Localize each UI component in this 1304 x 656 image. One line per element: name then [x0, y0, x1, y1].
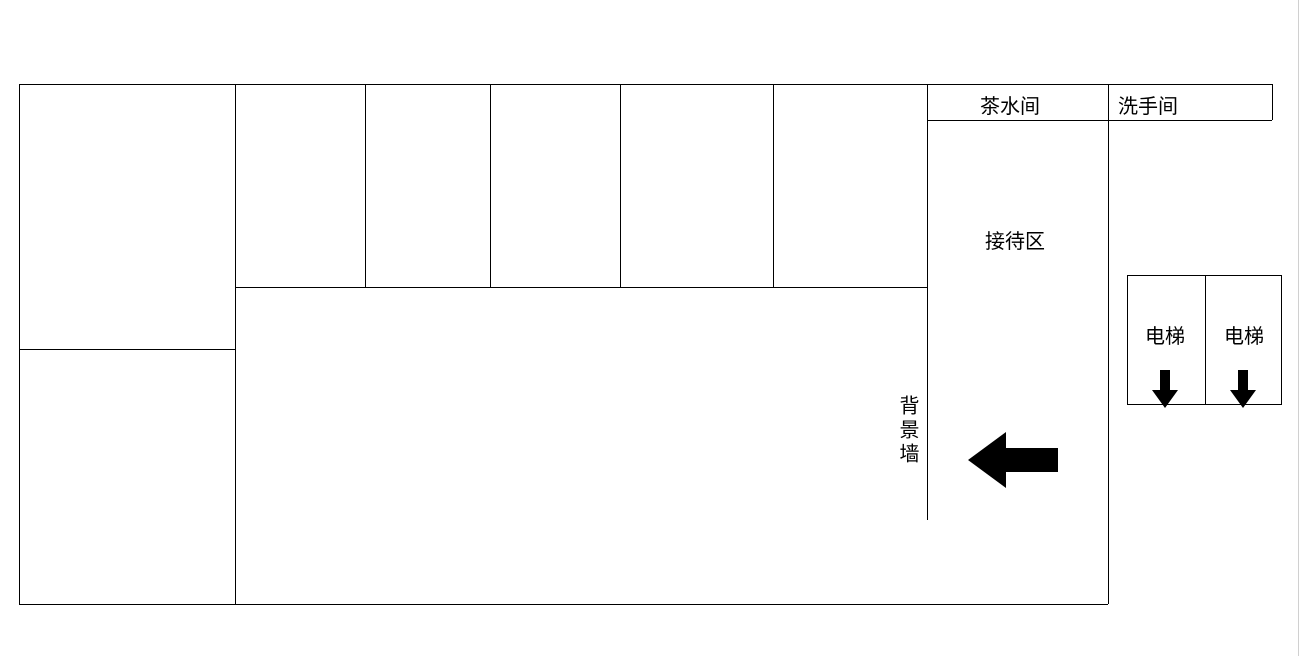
- elevator-1-down-arrow-icon: [1152, 370, 1178, 408]
- page-right-edge: [1298, 0, 1299, 656]
- entry-left-arrow-icon: [968, 432, 1058, 488]
- left-block-mid-line: [19, 349, 235, 350]
- top-room-div-3: [490, 84, 491, 287]
- top-right-box-right: [1272, 84, 1273, 120]
- outer-top-line: [19, 84, 927, 85]
- top-room-div-5: [773, 84, 774, 287]
- elevator-1-label: 电梯: [1145, 320, 1185, 349]
- top-right-box-top: [927, 84, 1272, 85]
- tea-room-label: 茶水间: [980, 90, 1040, 119]
- bg-wall-label: 背景墙: [893, 395, 922, 467]
- floor-plan-diagram: 茶水间 洗手间 接待区 背景墙 电梯 电梯: [0, 0, 1304, 656]
- top-right-box-bottom: [927, 120, 1272, 121]
- reception-label: 接待区: [985, 225, 1045, 254]
- elevator-2-label: 电梯: [1224, 320, 1264, 349]
- top-room-div-1: [235, 84, 236, 604]
- outer-left-line: [19, 84, 20, 604]
- top-right-box-divider: [1108, 84, 1109, 120]
- top-room-div-4: [620, 84, 621, 287]
- elevator-2-down-arrow-icon: [1230, 370, 1256, 408]
- top-room-div-2: [365, 84, 366, 287]
- restroom-label: 洗手间: [1118, 90, 1178, 119]
- bg-wall-line: [927, 84, 928, 520]
- reception-right-line: [1108, 120, 1109, 604]
- outer-bottom-line: [19, 604, 1108, 605]
- elevator-divider: [1205, 275, 1206, 405]
- top-rooms-bottom-line: [235, 287, 927, 288]
